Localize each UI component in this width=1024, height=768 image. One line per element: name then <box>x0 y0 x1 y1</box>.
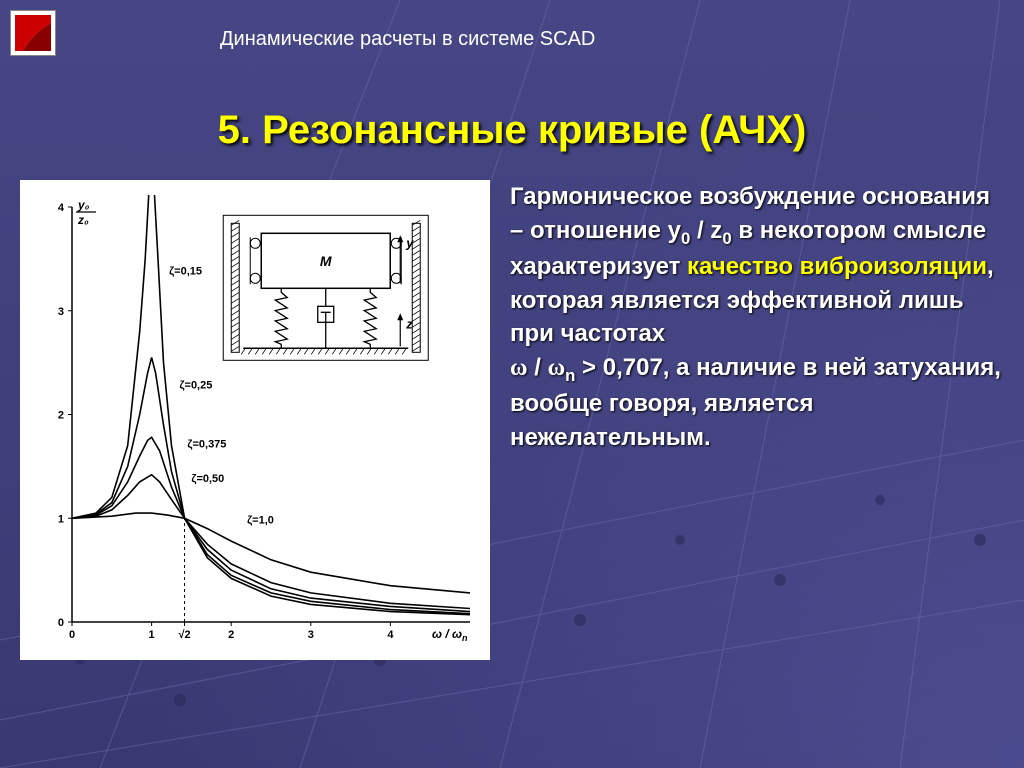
content-area: 0123401√2234y₀z₀ω / ωnζ=0,15ζ=0,25ζ=0,37… <box>20 180 1004 748</box>
text-seg: > 0,707, а наличие в ней затухания, вооб… <box>510 354 1001 451</box>
svg-text:4: 4 <box>387 629 394 641</box>
text-sub: 0 <box>722 228 731 247</box>
svg-text:y₀: y₀ <box>77 198 90 212</box>
svg-text:ζ=0,50: ζ=0,50 <box>191 473 224 485</box>
svg-text:2: 2 <box>58 410 64 422</box>
svg-text:M: M <box>320 253 332 269</box>
slide-title: 5. Резонансные кривые (АЧХ) <box>0 108 1024 153</box>
svg-text:0: 0 <box>58 617 64 629</box>
svg-text:√2: √2 <box>178 629 190 641</box>
svg-text:ζ=0,15: ζ=0,15 <box>169 265 202 277</box>
svg-text:1: 1 <box>149 629 155 641</box>
svg-text:3: 3 <box>308 629 314 641</box>
text-seg: / <box>528 354 548 381</box>
svg-text:ζ=0,375: ζ=0,375 <box>187 439 226 451</box>
text-omega: ω <box>510 355 528 381</box>
body-text: Гармоническое возбуждение основания – от… <box>510 180 1004 748</box>
svg-text:ζ=0,25: ζ=0,25 <box>179 380 212 392</box>
svg-text:4: 4 <box>58 202 65 214</box>
resonance-chart: 0 1 2 3 4 0 1 √2 2 3 4 y₀z₀ ω / ωn ζ=0,15 ζ=0,25 ζ=0,37… <box>30 195 480 650</box>
slide-header: Динамические расчеты в системе SCAD <box>220 28 595 51</box>
text-sub: 0 <box>681 228 690 247</box>
svg-text:ζ=1,0: ζ=1,0 <box>247 514 274 526</box>
svg-text:3: 3 <box>58 306 64 318</box>
svg-text:2: 2 <box>228 629 234 641</box>
svg-text:z: z <box>405 316 413 331</box>
scad-logo <box>10 10 56 56</box>
svg-text:0: 0 <box>69 629 75 641</box>
svg-text:у: у <box>405 235 414 250</box>
text-omega: ω <box>548 355 566 381</box>
svg-text:z₀: z₀ <box>77 213 89 227</box>
logo-icon <box>13 13 53 53</box>
text-sub: n <box>565 365 575 384</box>
text-seg: / z <box>690 217 722 244</box>
svg-text:ω / ωn: ω / ωn <box>432 627 468 643</box>
svg-text:1: 1 <box>58 513 64 525</box>
text-highlight: качество виброизоляции <box>687 253 987 280</box>
chart-panel: 0 1 2 3 4 0 1 √2 2 3 4 y₀z₀ ω / ωn ζ=0,15 ζ=0,25 ζ=0,37… <box>20 180 490 660</box>
